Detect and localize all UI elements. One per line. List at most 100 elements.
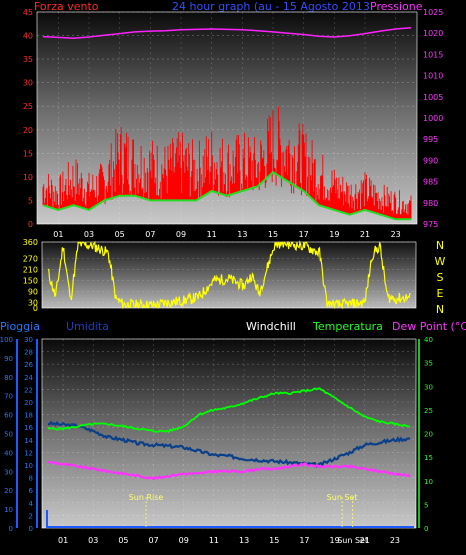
- humidity-series: [47, 420, 411, 469]
- sun-annotation-label: Sun Rise: [129, 493, 164, 502]
- wind-tick-label: 35: [23, 55, 33, 64]
- direction-tick-label: 150: [23, 277, 38, 286]
- rain-tick-label: 70: [4, 393, 13, 401]
- humidity-tick-label: 0: [29, 525, 33, 533]
- hour-tick-label: 19: [329, 536, 339, 545]
- rain-tick-label: 90: [4, 355, 13, 363]
- sun-annotation-label: Sun Set: [337, 536, 368, 545]
- pressure-series: [42, 26, 412, 40]
- wind-tick-label: 15: [23, 149, 33, 158]
- pressure-tick-label: 995: [423, 135, 438, 144]
- pressure-tick-label: 985: [423, 178, 438, 187]
- hour-tick-label: 23: [391, 230, 401, 239]
- direction-tick-label: 30: [28, 299, 38, 308]
- hour-tick-label: 15: [268, 230, 278, 239]
- humidity-tick-label: 16: [24, 424, 33, 432]
- humidity-tick-label: 28: [24, 349, 33, 357]
- hour-tick-label: 11: [207, 230, 217, 239]
- rain-series: [46, 510, 414, 528]
- temperature-tick-label: 35: [424, 360, 433, 368]
- temperature-tick-label: 30: [424, 383, 433, 391]
- rain-tick-label: 30: [4, 468, 13, 476]
- hour-tick-label: 05: [115, 230, 125, 239]
- direction-tick-label: 210: [23, 266, 38, 275]
- hour-tick-label: 13: [239, 536, 249, 545]
- rain-axis: 0 10 20 30 40 50 60 70 80 90 100: [0, 336, 13, 533]
- temperature-tick-label: 25: [424, 407, 433, 415]
- pressure-tick-label: 990: [423, 156, 438, 165]
- humidity-tick-label: 8: [29, 475, 33, 483]
- compass-label: E: [437, 287, 444, 300]
- temperature-series: [47, 387, 411, 434]
- compass-label: N: [436, 303, 444, 316]
- humidity-tick-label: 10: [24, 462, 33, 470]
- humidity-tick-label: 2: [29, 512, 33, 520]
- humidity-label: Umidita: [66, 320, 109, 333]
- humidity-tick-label: 22: [24, 386, 33, 394]
- temperature-tick-label: 40: [424, 336, 433, 344]
- pressure-tick-label: 980: [423, 199, 438, 208]
- direction-tick-label: 90: [28, 288, 38, 297]
- wind-direction-series: [47, 240, 411, 310]
- chart-title: 24 hour graph (au - 15 Agosto 2013: [172, 0, 370, 13]
- wind-tick-label: 5: [28, 196, 33, 205]
- temperature-tick-label: 20: [424, 431, 433, 439]
- wind-tick-label: 45: [23, 8, 33, 17]
- hour-tick-label: 05: [118, 536, 128, 545]
- hour-tick-label: 13: [237, 230, 247, 239]
- humidity-tick-label: 20: [24, 399, 33, 407]
- pressure-tick-label: 975: [423, 220, 438, 229]
- pressure-tick-label: 1025: [423, 8, 443, 17]
- pressure-tick-label: 1010: [423, 72, 443, 81]
- wind-average-series: [42, 170, 411, 221]
- dewpoint-label: Dew Point (°C): [392, 320, 466, 333]
- dewpoint-series: [47, 460, 411, 481]
- rain-tick-label: 40: [4, 449, 13, 457]
- humidity-tick-label: 30: [24, 336, 33, 344]
- temperature-label: Temperatura: [312, 320, 383, 333]
- wind-direction-series: [47, 240, 411, 310]
- humidity-tick-label: 6: [29, 487, 34, 495]
- wind-tick-label: 20: [23, 126, 33, 135]
- hour-tick-label: 15: [269, 536, 279, 545]
- hour-tick-label: 09: [179, 536, 189, 545]
- temperature-tick-label: 0: [424, 525, 428, 533]
- temperature-tick-label: 10: [424, 478, 433, 486]
- hour-tick-label: 23: [390, 536, 400, 545]
- rain-tick-label: 20: [4, 487, 13, 495]
- compass-label: W: [435, 255, 446, 268]
- pressure-tick-label: 1005: [423, 93, 443, 102]
- hour-tick-label: 17: [299, 230, 309, 239]
- rain-tick-label: 100: [0, 336, 13, 344]
- sun-annotations: Sun Rise Sun Set Sun Set: [129, 493, 368, 545]
- temperature-tick-label: 5: [424, 501, 428, 509]
- hour-tick-label: 01: [53, 230, 63, 239]
- pressure-axis: 975 980 985 990 995 1000 1005 1010 1015 1020 1025: [423, 8, 443, 229]
- humidity-tick-label: 12: [24, 449, 33, 457]
- sun-annotation-label: Sun Set: [327, 493, 358, 502]
- temperature-axis: 0 5 10 15 20 25 30 35 40: [424, 336, 433, 533]
- humidity-tick-label: 18: [24, 412, 33, 420]
- humidity-tick-label: 14: [24, 437, 33, 445]
- hour-tick-label: 03: [84, 230, 94, 239]
- pressure-tick-label: 1015: [423, 50, 443, 59]
- wind-strength-label: Forza vento: [34, 0, 99, 13]
- hour-tick-label: 17: [299, 536, 309, 545]
- rain-humidity-temp-plot-area: [41, 338, 417, 529]
- hour-tick-label: 07: [145, 230, 155, 239]
- wind-tick-label: 0: [28, 220, 33, 229]
- wind-direction-axis: 030 90 150 210 270 360: [23, 238, 38, 313]
- hour-tick-label: 03: [88, 536, 98, 545]
- pressure-tick-label: 1000: [423, 114, 443, 123]
- wind-tick-label: 25: [23, 102, 33, 111]
- humidity-tick-label: 26: [24, 361, 33, 369]
- rain-tick-label: 60: [4, 412, 13, 420]
- direction-tick-label: 270: [23, 255, 38, 264]
- wind-strength-axis: 0 5 10 15 20 25 30 35 40 45: [23, 8, 33, 229]
- hour-axis-top: 01 03 05 07 09 11 13 15 17 19 21 23: [53, 230, 401, 239]
- hour-tick-label: 01: [58, 536, 68, 545]
- pressure-tick-label: 1020: [423, 29, 443, 38]
